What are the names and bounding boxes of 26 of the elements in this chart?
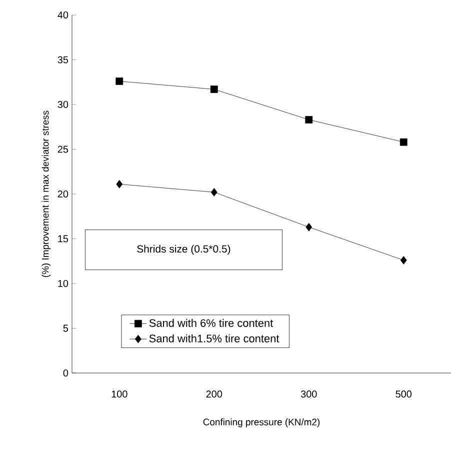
x-tick-label: 100 [112, 390, 128, 398]
y-tick-label: 15 [58, 235, 68, 242]
x-tick-label: 300 [300, 390, 317, 398]
legend-label: Sand with 6% tire content [149, 318, 274, 327]
x-tick-label: 200 [206, 390, 222, 398]
x-axis-title: Confining pressure (KN/m2) [203, 418, 320, 428]
y-tick-label: 20 [58, 190, 68, 198]
point [210, 188, 218, 196]
y-tick-label: 0 [63, 369, 68, 377]
y-tick-label: 35 [58, 56, 68, 64]
legend-label: Sand with1.5% tire content [149, 334, 280, 342]
point [116, 180, 123, 188]
x-tick-label: 500 [396, 390, 412, 398]
annotation: Shrids size (0.5*0.5) [137, 244, 230, 255]
point [400, 256, 407, 264]
y-tick-label: 40 [58, 11, 68, 19]
y-tick-label: 5 [63, 324, 68, 332]
point [305, 116, 313, 124]
y-axis-title: (%) Improvement in max deviator stress [42, 110, 51, 278]
y-tick-label: 25 [58, 146, 68, 153]
y-tick-label: 10 [58, 280, 68, 288]
point [116, 78, 124, 85]
point [400, 138, 408, 146]
point [210, 86, 218, 93]
y-tick-label: 30 [58, 100, 68, 108]
point [306, 222, 312, 232]
